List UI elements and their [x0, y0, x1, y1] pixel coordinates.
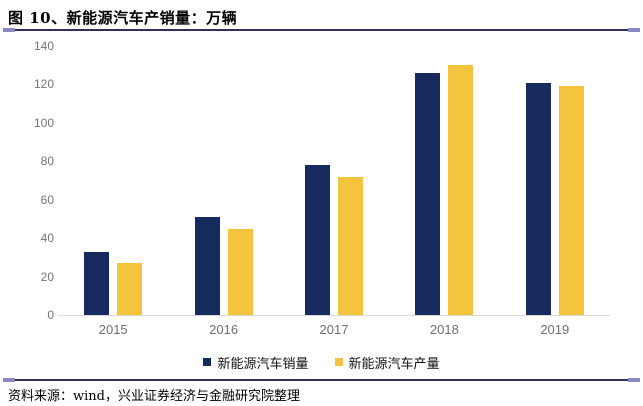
legend-entry-production: 新能源汽车产量 — [334, 353, 440, 372]
y-axis-tick-label: 100 — [33, 115, 54, 130]
footer-rule-left-cap — [3, 378, 15, 382]
bar-2017-sales — [305, 165, 330, 315]
y-axis-tick-label: 40 — [40, 231, 54, 246]
legend-label-production: 新能源汽车产量 — [348, 356, 440, 372]
y-axis-tick-label: 140 — [33, 39, 54, 53]
x-axis-line — [58, 315, 610, 316]
source-note: 资料来源：wind，兴业证券经济与金融研究院整理 — [8, 389, 300, 404]
x-axis-category-label: 2015 — [98, 322, 128, 337]
bar-2015-sales — [84, 251, 110, 315]
bar-2018-sales — [415, 72, 441, 315]
bar-2016-production — [227, 228, 253, 315]
bar-2019-sales — [525, 82, 551, 315]
bar-2016-sales — [194, 217, 220, 315]
production-swatch — [334, 358, 343, 366]
x-axis-category-label: 2019 — [540, 322, 570, 337]
footer-rule — [3, 378, 640, 382]
bar-2018-production — [448, 65, 474, 315]
bar-2017-production — [338, 176, 363, 315]
y-axis-tick-label: 0 — [47, 308, 54, 322]
x-axis-category-label: 2018 — [429, 322, 459, 337]
y-axis-tick-label: 60 — [40, 192, 54, 207]
x-axis-category-label: 2017 — [319, 322, 349, 337]
chart-legend: 新能源汽车销量 新能源汽车产量 — [0, 353, 643, 372]
title-rule-right-cap — [628, 28, 640, 32]
bar-2019-production — [558, 86, 584, 315]
y-axis-tick-label: 120 — [33, 77, 54, 92]
figure-title: 图 10、新能源汽车产销量：万辆 — [8, 9, 238, 27]
x-axis-category-label: 2016 — [209, 322, 239, 337]
footer-rule-right-cap — [628, 378, 640, 382]
bar-2015-production — [117, 263, 143, 315]
legend-entry-sales: 新能源汽车销量 — [203, 353, 309, 372]
title-rule-left-cap — [3, 28, 15, 32]
y-axis-tick-label: 80 — [40, 154, 54, 169]
y-axis-tick-label: 20 — [40, 269, 54, 284]
sales-swatch — [203, 358, 212, 366]
legend-label-sales: 新能源汽车销量 — [217, 356, 309, 372]
title-rule — [3, 28, 640, 32]
